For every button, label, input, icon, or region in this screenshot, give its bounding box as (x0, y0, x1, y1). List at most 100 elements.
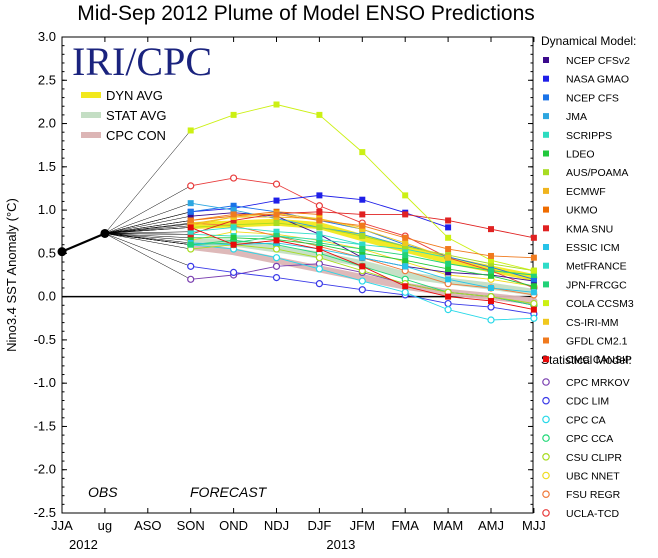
point-cdc-lim (358, 286, 366, 294)
point-ucla-tcd (315, 202, 323, 210)
y-tick-label: -2.0 (34, 462, 56, 477)
fan-line-cpc-mrkov (104, 233, 191, 280)
point-cmc-cansip (316, 246, 323, 253)
legend-marker-aus-poama (543, 169, 549, 176)
point-metfrance (230, 224, 237, 231)
series-metfrance (187, 224, 366, 248)
point-jpn-frcgc (402, 252, 409, 259)
x-tick-label: MAM (433, 518, 463, 533)
legend-label-ukmo: UKMO (566, 205, 598, 217)
observed-point (57, 247, 67, 257)
avg-legend-label-stat-avg: STAT AVG (106, 108, 166, 123)
point-nasa-gmao (359, 196, 366, 203)
point-cola-ccsm3 (359, 149, 366, 156)
point-cpc-ca (272, 254, 281, 262)
legend-label-ecmwf: ECMWF (566, 186, 606, 198)
point-jpn-frcgc (187, 241, 194, 248)
point-kma-snu (316, 208, 323, 215)
point-csu-clipr (315, 254, 323, 262)
legend-dynamical-title: Dynamical Model: (541, 34, 636, 48)
point-kma-snu (488, 226, 494, 233)
point-ucla-tcd (272, 180, 281, 188)
point-essic-icm (488, 284, 494, 291)
year-label: 2013 (326, 537, 355, 552)
x-tick-label: NDJ (264, 518, 289, 533)
legend-label-ldeo: LDEO (566, 149, 595, 161)
observed-layer (57, 228, 110, 257)
legend-label-cs-iri-mm: CS-IRI-MM (566, 317, 619, 329)
x-tick-label: SON (177, 518, 205, 533)
point-jpn-frcgc (273, 233, 280, 240)
point-gfdl-cm2-1 (530, 254, 537, 261)
legend-marker-fsu-regr (542, 490, 550, 499)
point-ldeo (359, 250, 366, 257)
point-cmc-cansip (402, 283, 409, 290)
logo-iri-cpc: IRI/CPC (72, 39, 212, 84)
y-tick-label: -1.5 (34, 418, 56, 433)
point-kma-snu (230, 217, 237, 224)
point-kma-snu (359, 211, 366, 218)
point-cola-ccsm3 (230, 111, 237, 118)
obs-label: OBS (88, 484, 118, 500)
legend-label-ncep-cfsv2: NCEP CFSv2 (566, 55, 630, 67)
series-cdc-lim (187, 262, 538, 318)
point-cpc-mrkov (272, 262, 281, 270)
point-nasa-gmao (273, 197, 280, 204)
point-cdc-lim (444, 299, 452, 308)
series-cola-ccsm3 (187, 101, 537, 274)
legend-marker-metfrance (543, 262, 549, 269)
point-cmc-cansip (187, 224, 194, 231)
legend-marker-ecmwf (543, 187, 549, 194)
legend-marker-ubc-nnet (542, 471, 550, 480)
axes-layer: 3.0 2.5 2.0 1.5 1.0 0.5 0.0 -0.5 -1.0 -1.5 -2.0 -2.… (34, 29, 546, 552)
y-tick-label: 2.5 (38, 72, 56, 87)
legend-label-cpc-mrkov: CPC MRKOV (566, 377, 630, 389)
point-kma-snu (402, 211, 409, 218)
point-essic-icm (530, 289, 537, 296)
legend-marker-ncep-cfs (543, 94, 549, 101)
x-tick-label: JFM (350, 518, 375, 533)
point-jpn-frcgc (316, 239, 323, 246)
y-tick-label: -1.0 (34, 375, 56, 390)
point-cola-ccsm3 (445, 234, 452, 241)
legend-label-cola-ccsm3: COLA CCSM3 (566, 298, 634, 310)
y-axis-label: Nino3.4 SST Anomaly (°C) (4, 198, 19, 352)
fan-line-cola-ccsm3 (104, 130, 191, 234)
point-ncep-cfs (530, 276, 537, 283)
point-ldeo (488, 272, 494, 279)
legend-label-gfdl-cm2-1: GFDL CM2.1 (566, 336, 628, 348)
series-cmc-cansip (187, 224, 537, 313)
point-cs-iri-mm (402, 239, 409, 246)
x-tick-label: ug (98, 518, 112, 533)
legend-marker-jpn-frcgc (543, 281, 549, 288)
legend-marker-ncep-cfsv2 (543, 57, 549, 63)
fan-line-jma (104, 202, 191, 234)
average-legend-layer: DYN AVG STAT AVG CPC CON (81, 88, 166, 143)
point-aus-poama (273, 220, 280, 227)
point-cola-ccsm3 (530, 267, 537, 274)
point-cmc-cansip (445, 293, 452, 300)
model-legend-layer: NCEP CFSv2 NASA GMAO NCEP CFS JMA SCRIPPS LDE… (542, 55, 634, 520)
legend-marker-cmc-cansip (543, 356, 549, 363)
legend-statistical-title: Statistical Model: (541, 353, 632, 367)
legend-label-jpn-frcgc: JPN-FRCGC (566, 279, 627, 291)
point-aus-poama (402, 243, 409, 250)
fan-line-kma-snu (104, 233, 191, 235)
point-kma-snu (445, 217, 452, 224)
point-cpc-ca (530, 314, 538, 322)
chart-title: Mid-Sep 2012 Plume of Model ENSO Predict… (77, 2, 535, 25)
year-label: 2012 (69, 537, 98, 552)
point-gfdl-cm2-1 (445, 246, 452, 253)
fan-line-ucla-tcd (104, 185, 191, 234)
fan-line-cpc-cca (104, 233, 191, 245)
point-cmc-cansip (273, 237, 280, 244)
legend-label-cdc-lim: CDC LIM (566, 396, 609, 408)
avg-legend-label-dyn-avg: DYN AVG (106, 88, 163, 103)
point-jpn-frcgc (488, 267, 494, 274)
point-cpc-ca (444, 306, 452, 314)
avg-legend-label-cpc-con: CPC CON (106, 128, 166, 143)
point-cdc-lim (272, 273, 281, 282)
x-tick-label: FMA (391, 518, 419, 533)
point-cdc-lim (315, 280, 323, 288)
point-jma (230, 207, 237, 214)
